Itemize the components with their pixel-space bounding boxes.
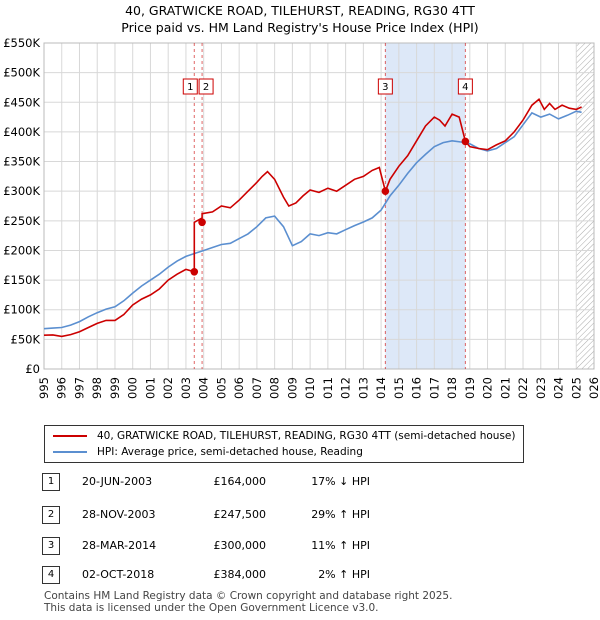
- sale-label-box: [377, 78, 393, 95]
- x-tick-label: 1995: [37, 377, 51, 400]
- legend-item-property: 40, GRATWICKE ROAD, TILEHURST, READING, …: [53, 428, 515, 444]
- x-tick-label: 1999: [108, 377, 122, 400]
- price-chart: £0 £50K £100K £150K £200K £250K £300K £350K £400…: [3, 36, 600, 400]
- x-tick-label: 2018: [445, 377, 459, 400]
- x-tick-label: 2019: [463, 377, 477, 400]
- x-tick-label: 1996: [55, 377, 69, 400]
- x-tick-label: 2025: [569, 377, 583, 400]
- x-tick-label: 2004: [197, 377, 211, 400]
- sale-label-text: 3: [382, 82, 388, 93]
- sale-hpi-diff: 2% ↑ HPI: [318, 568, 370, 581]
- sale-label-box: [457, 78, 473, 95]
- sale-label-box: [198, 78, 214, 95]
- x-tick-label: 2012: [339, 377, 353, 400]
- x-tick-label: 2002: [161, 377, 175, 400]
- sale-label-badge: 4: [457, 78, 473, 95]
- footer-licence: This data is licensed under the Open Gov…: [44, 602, 379, 614]
- x-tick-label: 2021: [498, 377, 512, 400]
- sale-number-badge: 1: [42, 473, 60, 491]
- sale-hpi-diff: 29% ↑ HPI: [311, 508, 370, 521]
- y-tick-label: £500K: [3, 66, 40, 80]
- x-tick-label: 2026: [587, 377, 600, 400]
- hpi-line: [43, 110, 582, 330]
- x-tick-label: 2017: [427, 377, 441, 400]
- sale-hpi-diff: 17% ↓ HPI: [311, 475, 370, 488]
- x-tick-label: 2016: [410, 377, 424, 400]
- sale-point: [190, 267, 199, 276]
- x-tick-label: 2014: [374, 377, 388, 400]
- sale-label-box: [182, 78, 198, 95]
- x-tick-label: 1998: [90, 377, 104, 400]
- sale-price: £300,000: [213, 539, 267, 552]
- sale-number-badge: 3: [42, 537, 60, 555]
- x-tick-label: 2001: [143, 377, 157, 400]
- x-tick-label: 2013: [356, 377, 370, 400]
- x-tick-label: 2006: [232, 377, 246, 400]
- y-tick-label: £400K: [3, 125, 40, 139]
- y-tick-label: £150K: [3, 273, 40, 287]
- chart-subtitle: Price paid vs. HM Land Registry's House …: [121, 20, 479, 35]
- sale-row-1: 1 20-JUN-2003 £164,000 17% ↓ HPI: [0, 470, 600, 494]
- highlight-band: [385, 43, 466, 369]
- x-tick-label: 2023: [534, 377, 548, 400]
- sale-point: [198, 218, 206, 227]
- sale-label-badge: 3: [377, 78, 393, 95]
- y-tick-label: £200K: [3, 243, 40, 257]
- sale-label-text: 2: [203, 82, 209, 93]
- y-tick-label: £0: [25, 362, 40, 376]
- y-tick-label: £350K: [3, 155, 40, 169]
- y-tick-label: £300K: [3, 184, 40, 198]
- y-tick-label: £550K: [3, 36, 40, 50]
- x-tick-label: 2010: [303, 377, 317, 400]
- sale-row-3: 3 28-MAR-2014 £300,000 11% ↑ HPI: [0, 534, 600, 558]
- y-tick-label: £100K: [3, 303, 40, 317]
- legend-label-hpi: HPI: Average price, semi-detached house,…: [97, 446, 363, 458]
- x-tick-label: 2015: [392, 377, 406, 400]
- x-tick-label: 2008: [268, 377, 282, 400]
- sale-number-badge: 2: [42, 506, 60, 524]
- sale-date: 02-OCT-2018: [82, 568, 155, 581]
- x-tick-label: 2024: [552, 377, 566, 400]
- x-tick-label: 2020: [481, 377, 495, 400]
- sale-label-text: 1: [187, 82, 193, 93]
- sale-label-badge: 2: [198, 78, 214, 95]
- legend-swatch-hpi: [53, 451, 87, 453]
- sale-row-4: 4 02-OCT-2018 £384,000 2% ↑ HPI: [0, 563, 600, 587]
- property-price-line: [43, 98, 582, 338]
- sale-label-text: 4: [462, 82, 468, 93]
- sale-price: £384,000: [213, 568, 267, 581]
- x-tick-label: 1997: [72, 377, 86, 400]
- sale-price: £164,000: [213, 475, 267, 488]
- sale-point: [381, 187, 390, 195]
- x-tick-label: 2022: [516, 377, 530, 400]
- x-tick-label: 2007: [250, 377, 264, 400]
- chart-title: 40, GRATWICKE ROAD, TILEHURST, READING, …: [125, 3, 475, 18]
- sale-price: £247,500: [213, 508, 267, 521]
- sale-number-badge: 4: [42, 566, 60, 584]
- x-tick-label: 2000: [126, 377, 140, 400]
- legend-item-hpi: HPI: Average price, semi-detached house,…: [53, 444, 363, 460]
- plot-border: [43, 42, 595, 370]
- y-tick-label: £50K: [11, 332, 41, 346]
- sale-date: 28-NOV-2003: [82, 508, 156, 521]
- sale-date: 20-JUN-2003: [82, 475, 153, 488]
- sale-label-badge: 1: [182, 78, 198, 95]
- sale-row-2: 2 28-NOV-2003 £247,500 29% ↑ HPI: [0, 503, 600, 527]
- sale-hpi-diff: 11% ↑ HPI: [311, 539, 370, 552]
- sale-date: 28-MAR-2014: [82, 539, 157, 552]
- x-tick-label: 2011: [321, 377, 335, 400]
- y-tick-label: £450K: [3, 95, 40, 109]
- x-tick-label: 2005: [214, 377, 228, 400]
- legend-label-property: 40, GRATWICKE ROAD, TILEHURST, READING, …: [97, 430, 516, 442]
- chart-legend: 40, GRATWICKE ROAD, TILEHURST, READING, …: [44, 425, 524, 463]
- footer-copyright: Contains HM Land Registry data © Crown c…: [44, 590, 453, 602]
- x-tick-label: 2003: [179, 377, 193, 400]
- sale-point: [461, 137, 470, 146]
- x-tick-label: 2009: [285, 377, 299, 400]
- legend-swatch-property: [53, 435, 87, 437]
- y-tick-label: £250K: [3, 214, 40, 228]
- future-hatch: [576, 43, 594, 369]
